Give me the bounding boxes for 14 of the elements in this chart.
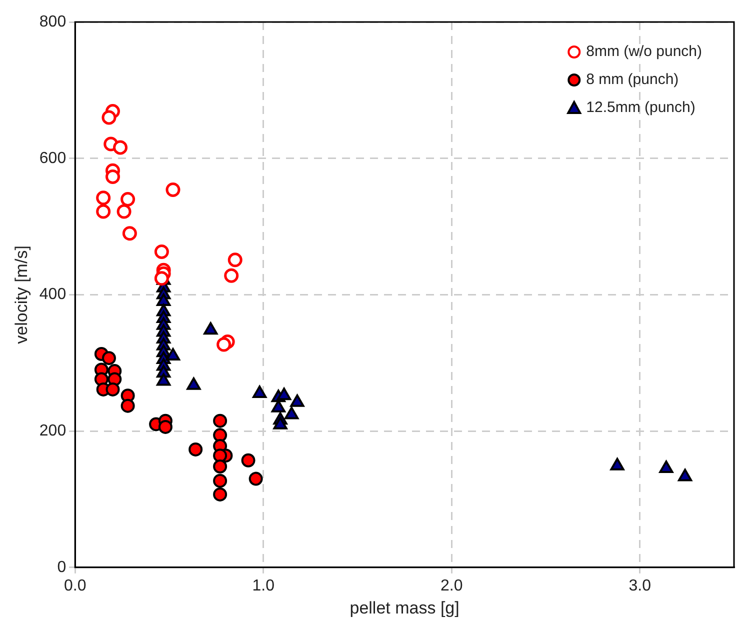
x-tick-label: 3.0	[628, 577, 652, 594]
y-tick-label: 0	[57, 558, 66, 576]
legend-label: 8mm (w/o punch)	[586, 43, 702, 60]
y-tick-label: 600	[39, 150, 66, 167]
y-tick-label: 400	[39, 286, 66, 304]
y-tick-label: 200	[39, 422, 66, 440]
x-tick-label: 2.0	[440, 577, 463, 594]
x-tick-label: 0.0	[64, 577, 86, 594]
legend-label: 8 mm (punch)	[586, 71, 679, 88]
y-tick-label: 800	[39, 13, 66, 30]
y-axis-title: velocity [m/s]	[12, 246, 31, 344]
x-tick-label: 1.0	[252, 577, 275, 594]
x-axis-title: pellet mass [g]	[350, 598, 460, 618]
legend-label: 12.5mm (punch)	[586, 99, 696, 116]
